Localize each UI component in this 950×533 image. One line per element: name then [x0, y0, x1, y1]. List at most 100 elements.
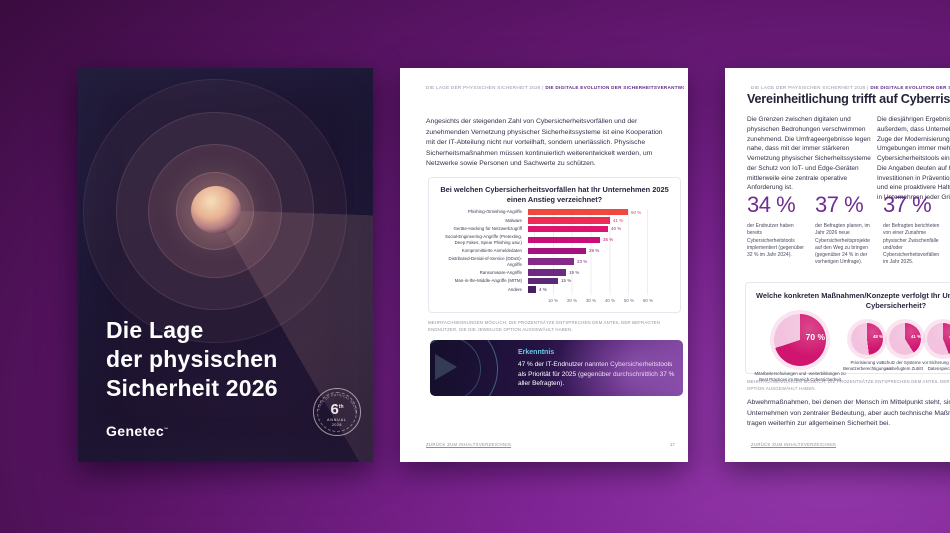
pie-figure: 44 % Sicherung von Datenspeichern [924, 314, 950, 372]
closing-paragraph: Abwehrmaßnahmen, bei denen der Mensch im… [747, 398, 950, 430]
body-line: Umgebungen immer mehr [877, 145, 950, 153]
bar-label: Andere [507, 286, 522, 292]
pie-value-label: 41 % [910, 333, 921, 339]
bar-label: Geräte-Hacking für Netzwerkzugriff [453, 226, 523, 232]
bar [528, 208, 628, 216]
pie-figure: 70 % Mitarbeiterschulungen und -weiterbil… [752, 313, 848, 383]
bar-chart-rows: Phishing-/Smishing-Angriffe 50 % Malware 41… [437, 208, 672, 293]
closing-line: Unternehmen von zentraler Bedeutung, abe… [747, 409, 950, 417]
bar-label: Kompromittierte Anmeldedaten [461, 247, 522, 253]
bar-row: Phishing-/Smishing-Angriffe 50 % [437, 208, 672, 216]
bar-track: 23 % [528, 258, 648, 265]
badge-number: 6th [330, 401, 344, 418]
bar-track: 36 % [528, 236, 648, 244]
pie-label: Priorisierung von Benutzer­berechtigunge… [843, 359, 891, 371]
bar-label: Ransomware-Angriffe [479, 269, 522, 275]
stats-row: 34 % der Endnutzer haben bereits Cybersic… [747, 192, 950, 267]
pie-label: Sicherung von Datenspeichern [927, 359, 950, 371]
x-axis-tick: 60 % [642, 297, 654, 303]
x-axis-tick: 10 % [547, 297, 558, 303]
pie-figure: 48 % Priorisierung von Benutzer­berechtig… [843, 314, 891, 372]
pie-value-label: 70 % [805, 331, 825, 342]
pie-figure: 41 % Schutz der Systeme vor unbefugtem Zu… [882, 314, 928, 372]
bar-track: 41 % [528, 217, 648, 224]
bar-value-label: 19 % [569, 270, 580, 276]
back-to-toc-link[interactable]: ZURÜCK ZUM INHALTSVERZEICHNIS [426, 442, 512, 447]
bar-value-label: 40 % [610, 226, 622, 232]
bar [528, 286, 536, 293]
bar-track: 29 % [528, 247, 648, 254]
x-axis-tick: 40 % [604, 297, 615, 303]
closing-line: Abwehrmaßnahmen, bei denen der Mensch im… [747, 399, 950, 406]
bar [528, 269, 566, 276]
bar [528, 225, 608, 233]
stat-value: 37 % [883, 192, 932, 217]
cover-title-line: der physischen [106, 345, 278, 372]
insight-decor-circle [430, 340, 481, 396]
bar-chart-title: Bei welchen Cybersicherheitsvorfällen ha… [440, 185, 669, 204]
body-column-1: Die Grenzen zwischen digitalen und physi… [747, 116, 871, 192]
page-number: 17 [669, 442, 675, 447]
report-page-unification: DIE LAGE DER PHYSISCHEN SICHERHEIT 2026 … [725, 68, 950, 462]
stat-value: 37 % [815, 192, 864, 217]
badge-word: ANNUAL [327, 418, 347, 422]
bar-row: Man-in-the-Middle-Angriffe (MITM) 15 % [437, 277, 672, 285]
bar-row: Andere 4 % [437, 286, 672, 293]
bar [528, 236, 600, 244]
pie-label: Mitarbeiterschulungen und -weiterbildung… [754, 370, 846, 382]
cover-title-line: Die Lage [106, 317, 204, 343]
bar [528, 258, 574, 265]
bar-label: Phishing-/Smishing-Angriffe [467, 209, 522, 215]
body-line: Investitionen in Prävention [877, 174, 950, 182]
bar-row: Social-Engineering-Angriffe (Pretexting,… [437, 234, 672, 245]
bar-track: 4 % [528, 286, 648, 293]
cover-title-line: Sicherheit 2026 [106, 374, 278, 401]
bar-value-label: 41 % [613, 218, 624, 224]
stat-block: 37 % der Befragten berichteten von einer … [883, 192, 943, 267]
stat-value: 34 % [747, 192, 796, 217]
body-line: und eine proaktivere Haltung [877, 184, 950, 192]
bar-label: Social-Engineering-Angriffe (Pretexting,… [444, 234, 522, 245]
closing-line: tragen weiterhin zur allgemeinen Sicherh… [747, 420, 891, 428]
insight-body: 47 % der IT-Endnutzer nannten Cybersiche… [518, 361, 675, 388]
bar [528, 277, 558, 285]
section-title: Vereinheitlichung trifft auf Cyberrisike… [747, 92, 950, 106]
x-axis-tick: 20 % [566, 297, 577, 303]
bar-chart-x-axis: 10 % 20 % 30 % 40 % 50 % 60 % [534, 295, 653, 305]
bar-row: Malware 41 % [437, 217, 672, 224]
body-line: Zuge der Modernisierung ihrer [877, 135, 950, 143]
bar-label: Malware [505, 217, 522, 223]
pie-chart: 41 % [889, 322, 921, 355]
back-to-toc-link[interactable]: ZURÜCK ZUM INHALTSVERZEICHNIS [751, 442, 837, 447]
bar-label: Man-in-the-Middle-Angriffe (MITM) [454, 278, 522, 284]
chart-footnote: MEHRFACHNENNUNGEN MÖGLICH; DIE PROZENTSÄ… [747, 379, 950, 391]
bar-track: 50 % [528, 208, 648, 216]
bar-value-label: 23 % [577, 259, 588, 265]
intro-paragraph: Angesichts der steigenden Zahl von Cyber… [426, 118, 663, 168]
chart-footnote: MEHRFACHNENNUNGEN MÖGLICH; DIE PROZENTSÄ… [428, 320, 661, 332]
stat-block: 37 % der Befragten planen, im Jahr 2026 n… [815, 192, 875, 267]
bar-row: Distributed-Denial-of-Service (DDoS)-Ang… [437, 256, 672, 267]
pie-value-label: 44 % [949, 334, 950, 339]
stat-description: der Endnutzer haben bereits Cybersicherh… [747, 223, 804, 258]
bar-label: Distributed-Denial-of-Service (DDoS)-Ang… [448, 255, 522, 267]
pie-value-label: 48 % [872, 333, 883, 339]
bar-track: 15 % [528, 277, 648, 285]
cover-title: Die Lage der physischen Sicherheit 2026 [106, 316, 278, 403]
pie-charts-row: 70 % Mitarbeiterschulungen und -weiterbil… [752, 313, 950, 383]
pie-chart: 70 % [774, 313, 826, 366]
bar-track: 19 % [528, 269, 648, 276]
sixth-annual-badge: STATE OF PHYSICAL SECURITY 6th ANNUAL 20… [313, 388, 361, 436]
body-line: Die Angaben deuten auf höhere [877, 164, 950, 172]
stat-description: der Befragten berichteten von einer Zuna… [883, 223, 940, 266]
body-line: Die diesjährigen Ergebnisse zeigen [877, 116, 950, 123]
insight-heading: Erkenntnis [518, 349, 555, 356]
bar-row: Kompromittierte Anmeldedaten 29 % [437, 247, 672, 254]
badge-inner-ring: 6th ANNUAL 2026 [317, 392, 357, 432]
pie-chart: 48 % [851, 322, 883, 355]
bar-value-label: 36 % [603, 237, 614, 243]
bar [528, 247, 586, 254]
bar-row: Geräte-Hacking für Netzwerkzugriff 40 % [437, 225, 672, 233]
bar-value-label: 50 % [631, 209, 642, 215]
